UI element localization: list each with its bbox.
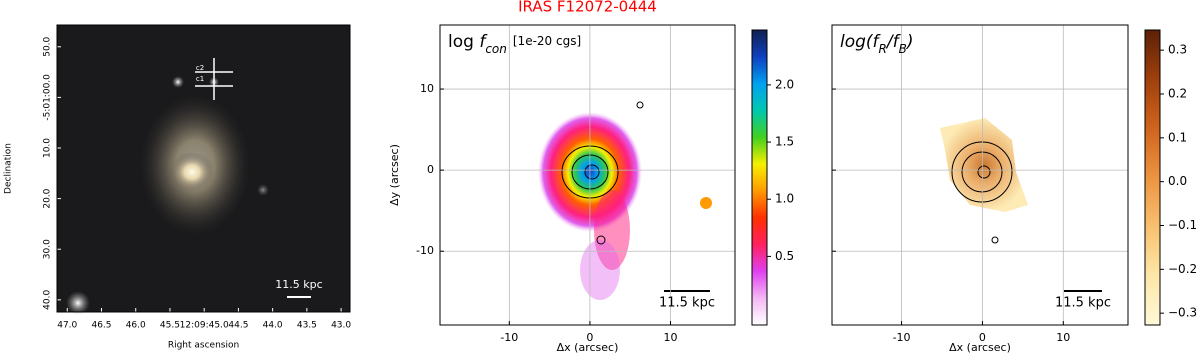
y-tick-label: 10.0 <box>43 138 53 158</box>
y-axis-label: Δy (arcsec) <box>388 144 401 206</box>
x-tick-label: -10 <box>500 331 518 344</box>
label-part: ) <box>905 32 914 52</box>
label-part: con <box>485 42 507 56</box>
colorbar <box>751 29 768 326</box>
x-tick-label: 12:09:45.0 <box>180 321 229 331</box>
x-tick-label: 0 <box>979 331 986 344</box>
y-tick-label: 30.0 <box>43 239 53 259</box>
colorbar-tick-label: −0.3 <box>1168 306 1197 320</box>
x-tick-label: 43.0 <box>331 321 351 331</box>
colorbar-tick-label: −0.1 <box>1168 218 1197 232</box>
continuum-map <box>440 25 735 325</box>
label-part: f <box>479 32 488 52</box>
y-tick-label: -10 <box>416 244 434 257</box>
colorbar-tick-label: 0.0 <box>1168 174 1187 188</box>
x-tick-label: 45.5 <box>160 321 180 331</box>
x-tick-label: 44.5 <box>228 321 248 331</box>
map-label: log fcon [1e-20 cgs] <box>448 32 581 56</box>
axes-frame <box>831 24 1129 326</box>
label-part: log(f <box>840 32 882 52</box>
y-tick-label: 20.0 <box>43 188 53 208</box>
y-axis-label: Declination <box>4 143 14 194</box>
sky-image <box>57 25 350 315</box>
x-tick-label: 10 <box>1056 331 1070 344</box>
annotation: c1 <box>196 75 204 83</box>
x-tick-label: 43.5 <box>297 321 317 331</box>
scale-bar-label: 11.5 kpc <box>1055 296 1111 311</box>
colorbar-tick-label: 2.0 <box>775 77 794 91</box>
colorbar-tick-label: −0.2 <box>1168 262 1197 276</box>
colorbar-tick-label: 1.5 <box>775 135 794 149</box>
x-axis-label: Δx (arcsec) <box>557 341 619 353</box>
x-tick-label: 10 <box>664 331 678 344</box>
axes-frame <box>439 24 736 326</box>
colorbar-tick-label: 0.5 <box>775 249 794 263</box>
label-part: log <box>448 32 479 52</box>
x-axis-label: Δx (arcsec) <box>949 341 1011 353</box>
x-tick-label: 46.0 <box>126 321 146 331</box>
colorbar-tick-label: 0.1 <box>1168 130 1187 144</box>
colorbar-tick-label: 1.0 <box>775 192 794 206</box>
x-tick-label: 44.0 <box>263 321 283 331</box>
label-units: [1e-20 cgs] <box>513 34 581 48</box>
label-part: B <box>899 42 907 56</box>
map-label: log(fR/fB) <box>840 32 913 56</box>
y-tick-label: 0 <box>427 163 434 176</box>
scale-bar-label: 11.5 kpc <box>275 278 322 291</box>
colorbar <box>1144 29 1161 326</box>
annotation: c2 <box>196 64 204 72</box>
x-tick-label: 46.5 <box>91 321 111 331</box>
y-tick-label: 50.0 <box>43 36 53 56</box>
label-part: R <box>879 42 887 56</box>
x-tick-label: -10 <box>893 331 911 344</box>
colorbar-tick-label: 0.2 <box>1168 86 1187 100</box>
label-part: /f <box>885 32 902 52</box>
ratio-map <box>832 25 1128 325</box>
scale-bar-label: 11.5 kpc <box>659 296 715 311</box>
panel-title: IRAS F12072-0444 <box>518 0 657 16</box>
x-axis-label: Right ascension <box>168 341 239 351</box>
y-tick-label: 40.0 <box>43 290 53 310</box>
x-tick-label: 47.0 <box>57 321 77 331</box>
x-tick-label: 0 <box>586 331 593 344</box>
y-tick-label: 10 <box>420 82 434 95</box>
axes-frame <box>56 24 351 313</box>
y-tick-label: -5:01:00.0 <box>43 74 53 121</box>
colorbar-tick-label: 0.3 <box>1168 43 1187 57</box>
